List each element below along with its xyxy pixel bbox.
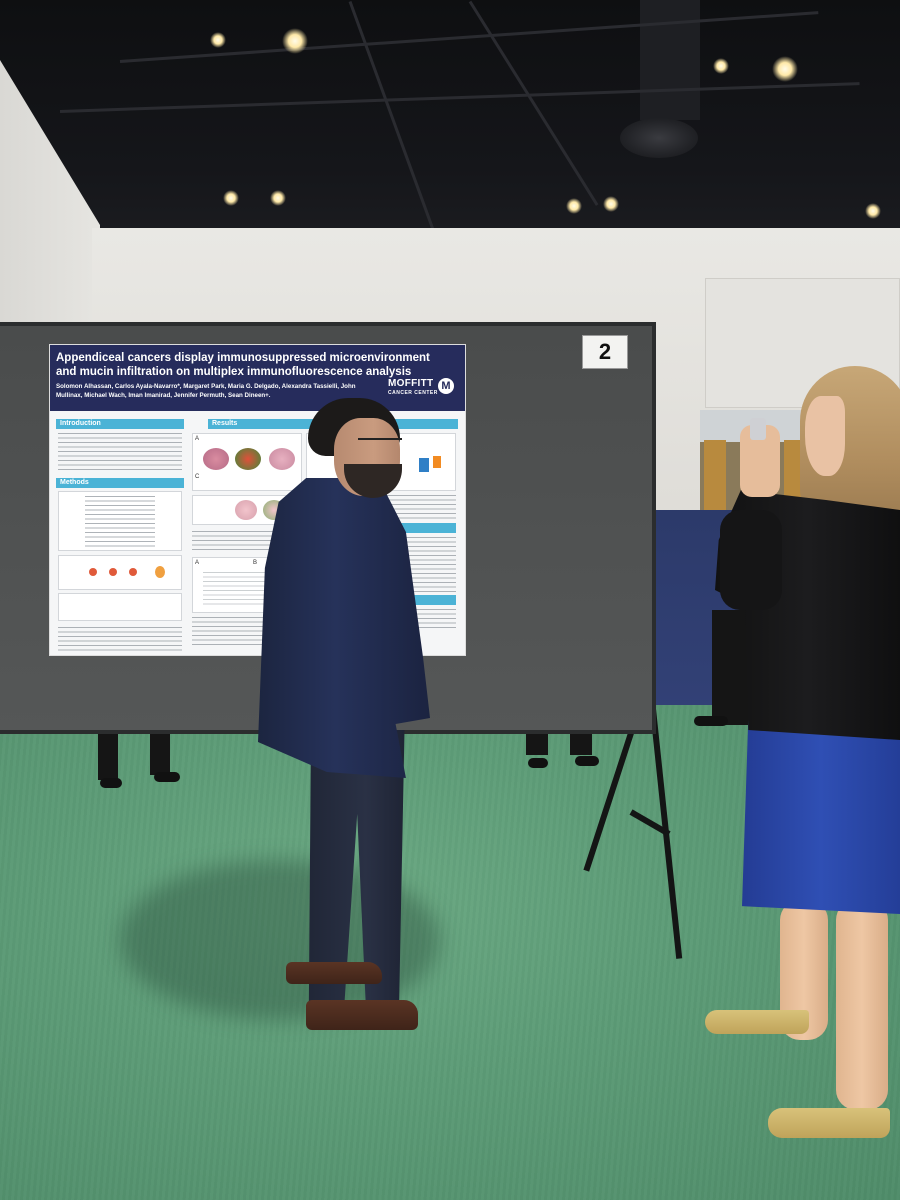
tissue-image (235, 500, 257, 520)
glasses (358, 438, 402, 444)
figure-letter: A (195, 436, 200, 442)
woman-face (805, 396, 845, 476)
organ-illustration (155, 566, 165, 578)
ceiling-light (713, 58, 729, 74)
organ-illustration (89, 568, 97, 576)
poster-authors: Solomon Alhassan, Carlos Ayala-Navarro*,… (56, 383, 356, 399)
organ-illustration (109, 568, 117, 576)
ceiling-beam (59, 82, 860, 113)
table-lines (85, 496, 155, 548)
woman-skirt (742, 718, 900, 914)
figure-letter: B (253, 560, 258, 566)
ceiling-light (223, 190, 239, 206)
methods-caption (58, 627, 182, 651)
tissue-image (235, 448, 261, 470)
ceiling-light (603, 196, 619, 212)
background-person-shoe (575, 756, 599, 766)
door (704, 440, 726, 520)
ceiling-light (282, 28, 308, 54)
methods-figure-b (58, 555, 182, 590)
background-person-shoe (528, 758, 548, 768)
ceiling-light (865, 203, 881, 219)
logo-subtitle: CANCER CENTER (388, 390, 438, 396)
moffitt-logo: MOFFITT CANCER CENTER M (388, 378, 454, 396)
tissue-image (269, 448, 295, 470)
ceiling-vent (620, 118, 698, 158)
ceiling (0, 0, 900, 247)
phone (750, 418, 766, 440)
section-bar (368, 523, 456, 533)
background-person-leg (98, 730, 118, 780)
tissue-image (203, 448, 229, 470)
background-person (712, 610, 748, 725)
background-person-shoe (154, 772, 180, 782)
poster-title: Appendiceal cancers display immunosuppre… (56, 352, 430, 378)
woman-shoe (768, 1108, 890, 1138)
background-person-shoe (694, 716, 728, 726)
man-shoe (286, 962, 382, 984)
methods-figure-c (58, 593, 182, 621)
man-head (308, 398, 402, 498)
poster-header: Appendiceal cancers display immunosuppre… (50, 345, 465, 411)
intro-text (58, 433, 182, 471)
background-person-leg (150, 730, 170, 775)
ceiling-duct (640, 0, 700, 120)
woman-shoe (705, 1010, 809, 1034)
background-person-shoe (100, 778, 122, 788)
methods-table (58, 491, 182, 551)
ceiling-light (270, 190, 286, 206)
woman-leg (836, 900, 888, 1110)
figure-letter: A (195, 560, 200, 566)
woman-arm (720, 510, 782, 610)
section-introduction: Introduction (56, 419, 184, 429)
board-number: 2 (582, 335, 628, 369)
ceiling-light (566, 198, 582, 214)
ceiling-light (772, 56, 798, 82)
figure-letter: C (195, 474, 200, 480)
boxplot-box (419, 458, 429, 472)
results-figure-a: A C (192, 433, 302, 491)
man-shoe (306, 1000, 418, 1030)
organ-illustration (129, 568, 137, 576)
section-methods: Methods (56, 478, 184, 488)
logo-name: MOFFITT (388, 378, 434, 389)
logo-mark: M (438, 378, 454, 394)
boxplot-box (433, 456, 441, 468)
ceiling-light (210, 32, 226, 48)
